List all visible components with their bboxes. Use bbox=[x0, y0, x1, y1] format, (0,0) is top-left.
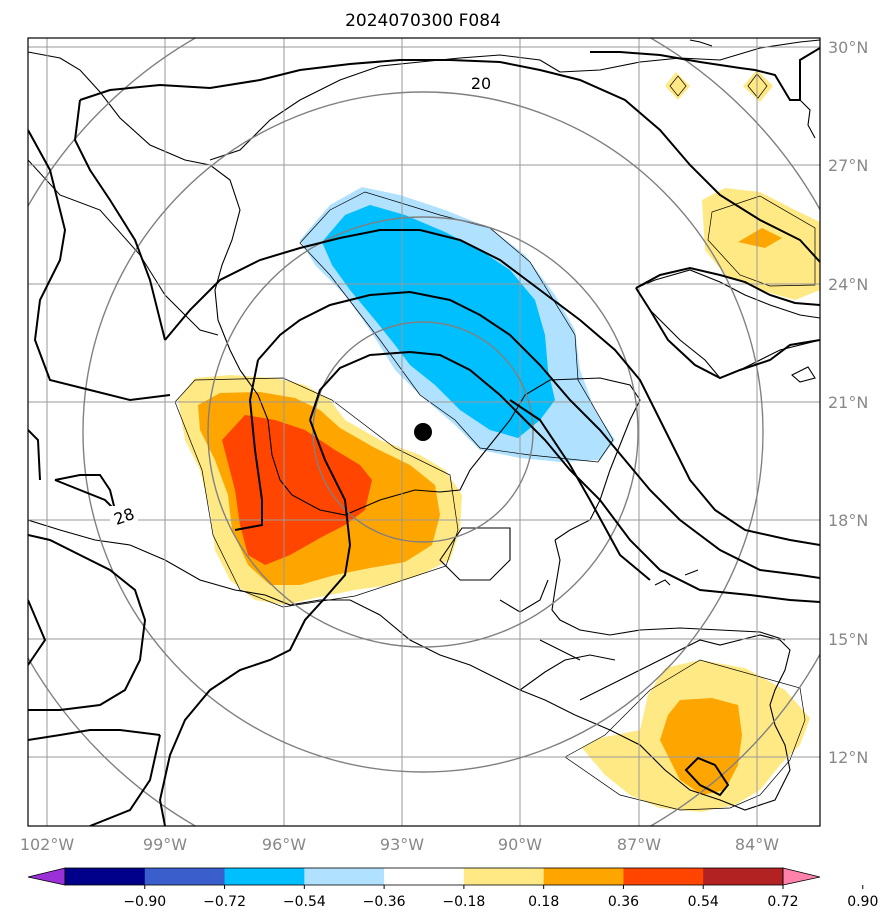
map-area: 20 28 bbox=[28, 38, 820, 826]
positive-anomaly-orange-ne bbox=[738, 228, 782, 248]
colorbar-cell bbox=[623, 868, 704, 885]
lon-tick-label: 96°W bbox=[262, 835, 306, 854]
colorbar-tick-label: 0.18 bbox=[528, 894, 559, 910]
colorbar-cell bbox=[304, 868, 385, 885]
colorbar: −0.90 −0.72 −0.54 −0.36 −0.18 0.18 0.36 0.54 0.7… bbox=[27, 867, 878, 910]
contour-label-20: 20 bbox=[471, 74, 491, 93]
colorbar-tick-label: −0.18 bbox=[442, 894, 485, 910]
graticule bbox=[28, 38, 820, 826]
lon-tick-label: 84°W bbox=[735, 835, 779, 854]
negative-anomaly-dark bbox=[322, 205, 555, 438]
latitude-axis: 30°N 27°N 24°N 21°N 18°N 15°N 12°N bbox=[828, 38, 868, 767]
colorbar-cell bbox=[543, 868, 624, 885]
lat-tick-label: 24°N bbox=[828, 275, 868, 294]
colorbar-extend-high bbox=[782, 867, 821, 886]
positive-anomaly-yellow-small-2 bbox=[743, 70, 773, 102]
lon-tick-label: 99°W bbox=[143, 835, 187, 854]
colorbar-tick-label: −0.36 bbox=[363, 894, 406, 910]
colorbar-tick-label: 0.90 bbox=[847, 894, 878, 910]
contour-label-bg-20 bbox=[466, 73, 498, 91]
positive-anomaly-orange-se bbox=[660, 698, 742, 795]
longitude-axis: 102°W 99°W 96°W 93°W 90°W 87°W 84°W bbox=[20, 835, 779, 854]
colorbar-tick-label: 0.72 bbox=[767, 894, 798, 910]
contour-label-bg-28 bbox=[110, 506, 138, 526]
colorbar-outline bbox=[64, 867, 784, 886]
map-title: 2024070300 F084 bbox=[345, 11, 501, 31]
range-rings bbox=[28, 38, 820, 826]
colorbar-cell bbox=[65, 868, 146, 885]
colorbar-tick-label: −0.54 bbox=[283, 894, 326, 910]
map-frame bbox=[27, 37, 821, 827]
colorbar-cell bbox=[703, 868, 784, 885]
colorbar-tick-label: 0.54 bbox=[688, 894, 719, 910]
colorbar-cell bbox=[144, 868, 226, 885]
colorbar-cell bbox=[224, 868, 305, 885]
lat-tick-label: 12°N bbox=[828, 748, 868, 767]
storm-center-marker bbox=[414, 423, 432, 441]
colorbar-tick-label: 0.36 bbox=[608, 894, 639, 910]
contour-lines bbox=[28, 47, 820, 826]
lat-tick-label: 27°N bbox=[828, 156, 868, 175]
lon-tick-label: 102°W bbox=[20, 835, 75, 854]
lat-tick-label: 30°N bbox=[828, 38, 868, 57]
lat-tick-label: 18°N bbox=[828, 511, 868, 530]
lon-tick-label: 90°W bbox=[498, 835, 542, 854]
positive-anomaly-yellow-small-1 bbox=[665, 72, 690, 100]
colorbar-tick-label: −0.72 bbox=[203, 894, 246, 910]
lon-tick-label: 87°W bbox=[617, 835, 661, 854]
positive-anomaly-red-west bbox=[222, 415, 372, 565]
lat-tick-label: 21°N bbox=[828, 393, 868, 412]
colorbar-extend-low bbox=[27, 867, 66, 886]
colorbar-cell bbox=[384, 868, 465, 885]
colorbar-tick-label: −0.90 bbox=[123, 894, 166, 910]
lon-tick-label: 93°W bbox=[380, 835, 424, 854]
colorbar-cell bbox=[463, 868, 545, 885]
shaded-anomaly-fields bbox=[178, 70, 820, 812]
lat-tick-label: 15°N bbox=[828, 630, 868, 649]
